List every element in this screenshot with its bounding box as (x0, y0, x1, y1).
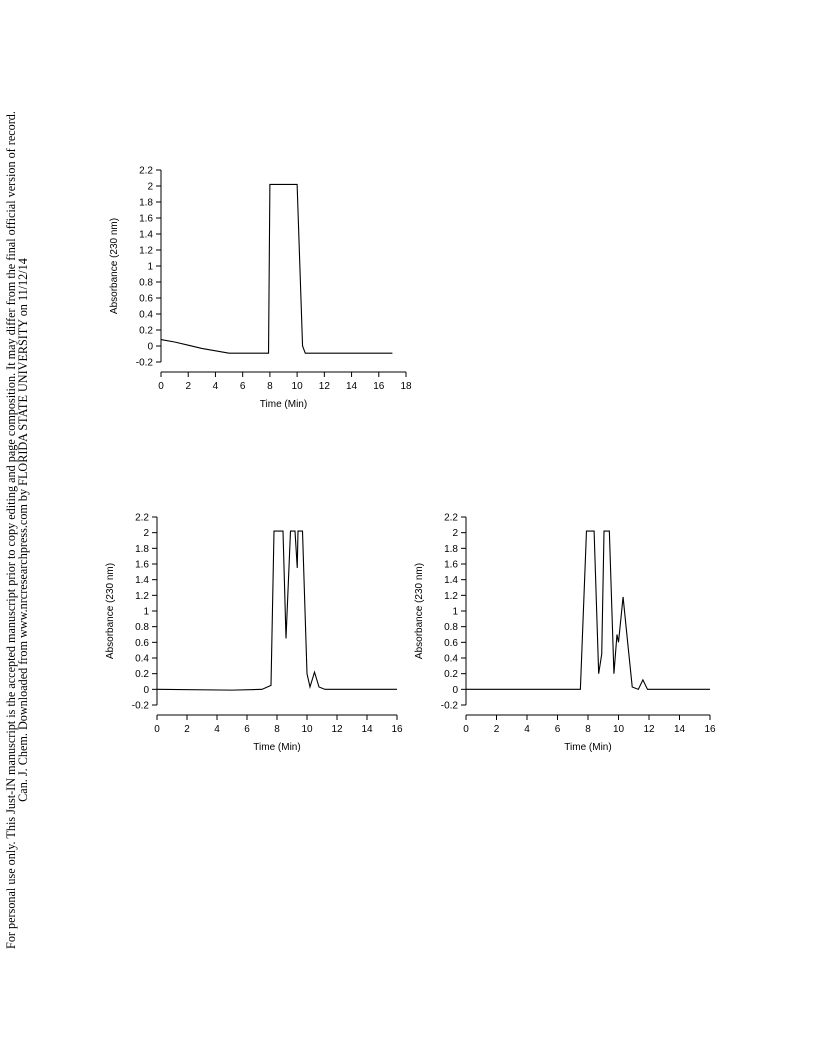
y-tick-label: -0.2 (132, 701, 150, 712)
x-tick-label: 6 (555, 724, 561, 735)
x-axis-title: Time (Min) (253, 742, 300, 753)
y-tick-label: 0.2 (139, 326, 153, 337)
y-tick-label: 1.6 (139, 214, 153, 225)
y-tick-label: 2 (452, 528, 458, 539)
y-tick-label: 0.6 (444, 638, 458, 649)
x-tick-label: 12 (643, 724, 655, 735)
x-tick-label: 0 (463, 724, 469, 735)
y-tick-label: 0.8 (139, 278, 153, 289)
x-tick-label: 4 (214, 724, 220, 735)
y-tick-label: 0.6 (139, 294, 153, 305)
x-tick-label: 4 (524, 724, 530, 735)
data-line (156, 530, 397, 691)
y-tick-label: 2.2 (444, 513, 458, 524)
x-tick-label: 16 (373, 381, 385, 392)
x-tick-label: 6 (244, 724, 250, 735)
x-tick-label: 0 (158, 381, 164, 392)
y-tick-label: 0.6 (135, 638, 149, 649)
y-tick-label: 0.4 (135, 654, 149, 665)
x-tick-label: 14 (361, 724, 373, 735)
x-tick-label: 8 (267, 381, 273, 392)
x-tick-label: 10 (613, 724, 625, 735)
x-tick-label: 2 (185, 381, 191, 392)
x-tick-label: 4 (213, 381, 219, 392)
y-axis-title: Absorbance (230 nm) (414, 563, 425, 659)
y-tick-label: 2.2 (139, 166, 153, 177)
y-tick-label: -0.2 (136, 358, 154, 369)
y-tick-label: 1.4 (444, 575, 458, 586)
y-tick-label: 1 (147, 262, 153, 273)
y-tick-label: 1.2 (135, 591, 149, 602)
x-tick-label: 8 (274, 724, 280, 735)
x-tick-label: 2 (494, 724, 500, 735)
y-tick-label: -0.2 (441, 701, 459, 712)
y-tick-label: 0.2 (444, 669, 458, 680)
y-tick-label: 1.8 (139, 198, 153, 209)
y-tick-label: 0 (147, 342, 153, 353)
x-tick-label: 12 (319, 381, 331, 392)
watermark-line: For personal use only. This Just-IN manu… (4, 111, 18, 949)
y-tick-label: 0.8 (444, 622, 458, 633)
y-tick-label: 0.8 (135, 622, 149, 633)
y-tick-label: 0 (452, 685, 458, 696)
x-tick-label: 0 (154, 724, 160, 735)
x-tick-label: 16 (704, 724, 716, 735)
x-tick-label: 16 (391, 724, 403, 735)
y-axis-title: Absorbance (230 nm) (105, 563, 116, 659)
data-line (466, 530, 710, 691)
x-tick-label: 18 (400, 381, 412, 392)
x-tick-label: 14 (346, 381, 358, 392)
y-tick-label: 1.4 (139, 230, 153, 241)
y-tick-label: 0.2 (135, 669, 149, 680)
y-tick-label: 1 (452, 607, 458, 618)
y-tick-label: 1.8 (135, 544, 149, 555)
y-tick-label: 1.2 (444, 591, 458, 602)
y-axis-title: Absorbance (230 nm) (109, 218, 120, 314)
x-tick-label: 10 (301, 724, 313, 735)
x-tick-label: 8 (585, 724, 591, 735)
x-tick-label: 12 (331, 724, 343, 735)
x-tick-label: 14 (674, 724, 686, 735)
data-line (160, 183, 393, 354)
x-axis-title: Time (Min) (564, 742, 611, 753)
x-tick-label: 10 (292, 381, 304, 392)
y-tick-label: 1.2 (139, 246, 153, 257)
x-tick-label: 6 (240, 381, 246, 392)
y-tick-label: 2 (143, 528, 149, 539)
y-tick-label: 1.6 (135, 560, 149, 571)
y-tick-label: 1.4 (135, 575, 149, 586)
x-tick-label: 2 (184, 724, 190, 735)
y-tick-label: 2.2 (135, 513, 149, 524)
y-tick-label: 1 (143, 607, 149, 618)
y-tick-label: 0 (143, 685, 149, 696)
y-tick-label: 0.4 (444, 654, 458, 665)
y-tick-label: 1.8 (444, 544, 458, 555)
watermark-line: Can. J. Chem. Downloaded from www.nrcres… (16, 258, 30, 802)
x-axis-title: Time (Min) (260, 399, 307, 410)
y-tick-label: 1.6 (444, 560, 458, 571)
y-tick-label: 0.4 (139, 310, 153, 321)
y-tick-label: 2 (147, 182, 153, 193)
